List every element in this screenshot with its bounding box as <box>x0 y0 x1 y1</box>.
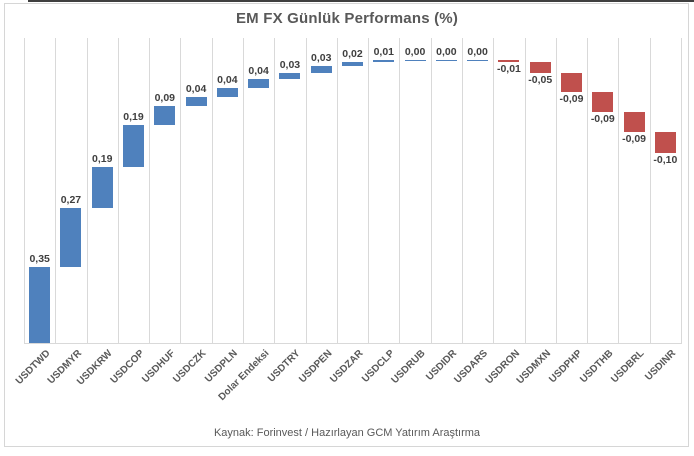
bar-usdinr <box>654 131 676 154</box>
bar-usdphp <box>561 72 582 93</box>
bar-usdron <box>498 59 520 62</box>
bar-value-label-usdpln: 0,04 <box>217 74 238 87</box>
bar-value-label-usdrub: 0,00 <box>404 45 426 58</box>
bar-value-label-usdzar: 0,02 <box>342 47 363 60</box>
gridline <box>55 38 57 343</box>
gridline <box>681 38 682 343</box>
gridline <box>587 38 589 343</box>
bar-usdpen <box>310 66 332 73</box>
gridline <box>555 38 557 343</box>
bar-usdmyr <box>60 207 82 267</box>
gridline <box>618 38 620 343</box>
bar-value-label-usdtwd: 0,35 <box>29 252 50 265</box>
bar-dolar-endeksi <box>248 79 270 89</box>
bar-value-label-usdmxn: -0,05 <box>528 73 553 86</box>
gridline <box>86 38 88 343</box>
bar-value-label-usdhuf: 0,09 <box>154 91 175 104</box>
bar-value-label-usdbrl: -0,09 <box>622 132 647 145</box>
gridline <box>524 38 526 343</box>
source-caption: Kaynak: Forinvest / Hazırlayan GCM Yatır… <box>213 427 481 439</box>
bar-usdclp <box>373 59 395 62</box>
gridline <box>180 38 182 343</box>
bar-value-label-usdthb: -0,09 <box>590 113 615 126</box>
bar-value-label-usdcop: 0,19 <box>123 111 144 124</box>
gridline <box>399 38 401 343</box>
bar-value-label-usdclp: 0,01 <box>373 45 394 58</box>
x-axis-line <box>24 343 682 344</box>
bar-value-label-usdron: -0,01 <box>496 62 521 75</box>
bar-value-label-usdars: 0,00 <box>467 45 488 58</box>
gridline <box>117 38 119 343</box>
bar-value-label-usdinr: -0,10 <box>653 154 678 167</box>
bar-usdtwd <box>29 266 51 343</box>
bar-usdzar <box>342 61 363 67</box>
gridline <box>368 38 370 343</box>
gridline <box>649 38 651 343</box>
chart-title: EM FX Günlük Performans (%) <box>235 10 459 27</box>
plot-area: 0,35 0,27 0,19 0,19 0,09 0,04 0,04 0,04 0,03 0,03… <box>24 38 682 343</box>
gridline <box>430 38 432 343</box>
gridline <box>336 38 338 343</box>
bar-usdpln <box>216 88 238 97</box>
gridline <box>462 38 463 343</box>
bar-usdhuf <box>154 105 176 126</box>
gridline <box>243 38 244 343</box>
bar-value-label-usdphp: -0,09 <box>559 93 584 106</box>
bar-value-label-usdczk: 0,04 <box>185 82 207 95</box>
bar-usdidr <box>435 59 457 61</box>
bar-usdbrl <box>623 112 645 132</box>
bar-value-label-usdpen: 0,03 <box>310 52 332 65</box>
gridline <box>274 38 276 343</box>
bar-usdkrw <box>91 166 113 208</box>
gridline <box>24 38 25 343</box>
bar-usdars <box>467 59 489 61</box>
bar-value-label-usdtry: 0,03 <box>279 58 301 71</box>
bar-usdtry <box>279 72 301 80</box>
bar-value-label-usdmyr: 0,27 <box>60 193 82 206</box>
gridline <box>493 38 495 343</box>
window-top-border <box>28 0 694 2</box>
bar-usdcop <box>123 125 144 167</box>
gridline <box>211 38 213 343</box>
gridline <box>149 38 151 343</box>
bar-value-label-usdkrw: 0,19 <box>91 152 113 165</box>
bar-usdczk <box>185 96 207 106</box>
bar-usdrub <box>404 59 426 61</box>
gridline <box>305 38 307 343</box>
bar-usdmxn <box>529 61 551 73</box>
bar-value-label-usdidr: 0,00 <box>436 45 457 58</box>
bar-value-label-dolar-endeksi: 0,04 <box>248 65 269 78</box>
bar-usdthb <box>592 92 614 113</box>
